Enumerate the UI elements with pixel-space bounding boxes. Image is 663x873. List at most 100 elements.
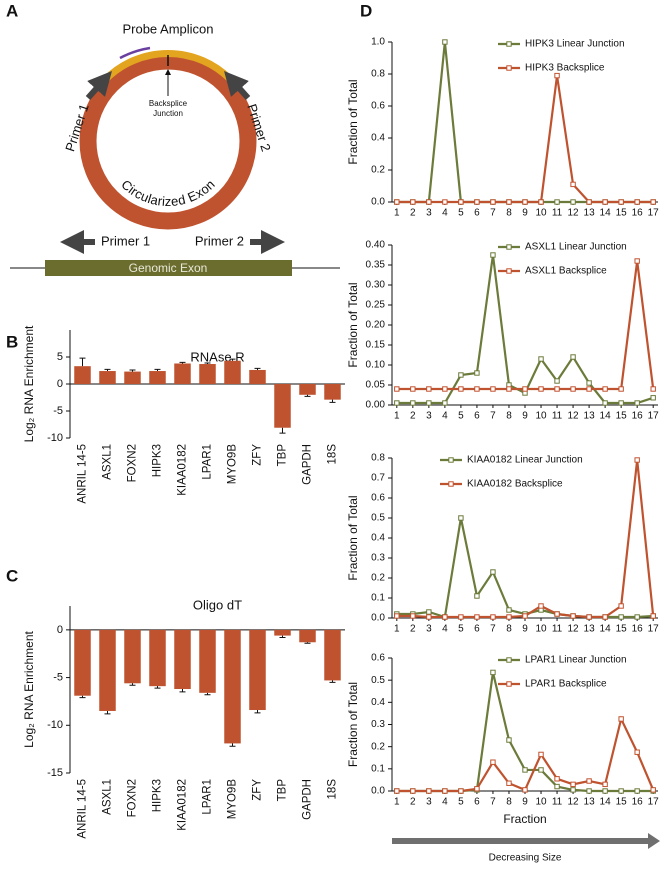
point xyxy=(410,386,416,392)
amplicon-arc xyxy=(103,49,233,82)
x-tick-label: KIAA0182 xyxy=(177,779,189,831)
point xyxy=(522,199,528,205)
point xyxy=(490,569,496,575)
x-tick-label: ZFY xyxy=(252,444,264,466)
point xyxy=(394,199,400,205)
y-tick-label: -5 xyxy=(53,405,63,417)
point xyxy=(618,788,624,794)
y-tick-label: 0.15 xyxy=(366,340,386,351)
y-tick-label: 0.05 xyxy=(366,380,386,391)
error-bar xyxy=(304,642,311,644)
point xyxy=(490,252,496,258)
primer-label: Primer 2 xyxy=(195,233,244,248)
legend-label: ASXL1 Linear Junction xyxy=(525,242,627,253)
point xyxy=(538,603,544,609)
x-tick-label: 4 xyxy=(442,411,448,422)
y-axis-label: Log₂ RNA Enrichment xyxy=(22,630,36,747)
y-tick-label: 0.8 xyxy=(371,453,385,464)
point xyxy=(426,609,432,615)
x-tick-label: 14 xyxy=(600,411,612,422)
x-tick-label: 6 xyxy=(474,411,480,422)
x-tick-label: 7 xyxy=(490,797,496,808)
bar xyxy=(174,629,191,690)
panel-label: D xyxy=(360,1,372,20)
legend-marker xyxy=(506,681,512,687)
error-bar xyxy=(279,635,286,638)
y-tick-label: 0 xyxy=(57,378,63,390)
bar xyxy=(149,371,166,384)
point xyxy=(426,199,432,205)
x-tick-label: 16 xyxy=(632,797,644,808)
bar xyxy=(124,629,141,684)
point xyxy=(506,780,512,786)
legend-label: KIAA0182 Backsplice xyxy=(467,479,563,490)
point xyxy=(554,378,560,384)
y-tick-label: 0.35 xyxy=(366,260,386,271)
y-tick-label: 0.4 xyxy=(371,133,385,144)
error-bar xyxy=(254,367,261,370)
error-bar xyxy=(204,692,211,696)
x-tick-label: 9 xyxy=(522,797,528,808)
point xyxy=(602,386,608,392)
point xyxy=(506,199,512,205)
y-tick-label: -15 xyxy=(47,767,63,779)
error-bar xyxy=(179,361,186,364)
x-tick-label: ANRIL 14-5 xyxy=(77,444,89,504)
error-bar xyxy=(279,427,286,434)
y-axis-label: Fraction of Total xyxy=(346,495,360,580)
point xyxy=(634,749,640,755)
x-tick-label: 10 xyxy=(535,411,547,422)
series-line xyxy=(396,715,655,793)
error-bar xyxy=(79,695,86,699)
x-tick-label: 5 xyxy=(458,624,464,635)
series-line xyxy=(396,254,654,405)
point xyxy=(458,614,464,620)
y-tick-label: -10 xyxy=(47,432,63,444)
x-tick-label: MYO9B xyxy=(227,779,239,820)
error-bar xyxy=(329,399,336,403)
x-tick-label: 13 xyxy=(584,411,596,422)
point xyxy=(650,395,656,401)
point xyxy=(458,788,464,794)
point xyxy=(426,788,432,794)
legend-label: HIPK3 Backsplice xyxy=(525,63,605,74)
x-tick-label: GAPDH xyxy=(302,444,314,485)
point xyxy=(490,669,496,676)
probe-label: Probe Amplicon xyxy=(122,21,213,36)
x-tick-label: 10 xyxy=(535,624,547,635)
x-tick-label: 6 xyxy=(474,624,480,635)
x-tick-label: 18S xyxy=(327,444,339,465)
x-tick-label: 7 xyxy=(490,624,496,635)
y-tick-label: 0.0 xyxy=(371,613,385,624)
y-tick-label: 0.6 xyxy=(371,493,385,504)
point xyxy=(570,354,576,360)
point xyxy=(554,386,560,392)
x-tick-label: 12 xyxy=(568,208,580,219)
bar xyxy=(324,629,341,681)
x-tick-label: ANRIL 14-5 xyxy=(77,779,89,839)
point xyxy=(554,783,560,790)
point xyxy=(586,788,592,794)
x-tick-label: 5 xyxy=(458,208,464,219)
error-bar xyxy=(129,369,136,372)
x-tick-label: 17 xyxy=(648,208,660,219)
point xyxy=(474,786,480,792)
point xyxy=(522,613,528,619)
y-tick-label: 0.30 xyxy=(366,280,386,291)
point xyxy=(458,199,464,205)
x-tick-label: 8 xyxy=(506,208,512,219)
legend-marker xyxy=(506,244,512,250)
point xyxy=(522,767,528,773)
bar xyxy=(224,360,241,384)
x-tick-label: FOXN2 xyxy=(127,779,139,817)
x-tick-label: 5 xyxy=(458,411,464,422)
point xyxy=(458,372,464,378)
error-bar xyxy=(254,710,261,714)
point xyxy=(394,613,400,619)
point xyxy=(554,199,560,205)
point xyxy=(538,386,544,392)
point xyxy=(602,788,608,794)
bar xyxy=(299,384,316,395)
point xyxy=(474,199,480,205)
error-bar xyxy=(104,368,111,372)
